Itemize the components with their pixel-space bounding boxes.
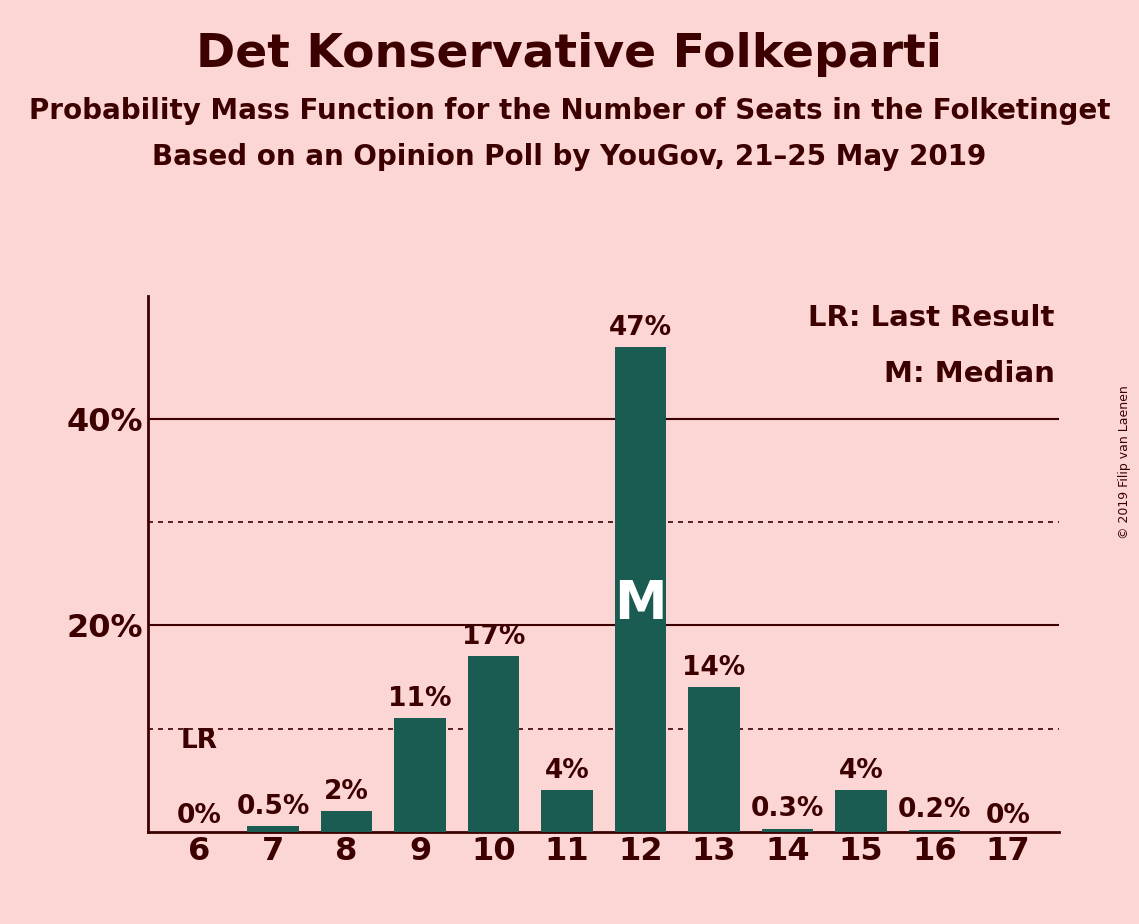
Text: 4%: 4% bbox=[544, 759, 589, 784]
Bar bbox=[468, 656, 519, 832]
Bar bbox=[541, 790, 592, 832]
Text: 11%: 11% bbox=[388, 686, 452, 712]
Text: 2%: 2% bbox=[323, 779, 369, 805]
Bar bbox=[835, 790, 886, 832]
Bar bbox=[615, 347, 666, 832]
Text: 0.2%: 0.2% bbox=[898, 797, 972, 823]
Text: 0.3%: 0.3% bbox=[751, 796, 825, 822]
Text: Based on an Opinion Poll by YouGov, 21–25 May 2019: Based on an Opinion Poll by YouGov, 21–2… bbox=[153, 143, 986, 171]
Text: 0.5%: 0.5% bbox=[236, 795, 310, 821]
Bar bbox=[688, 687, 739, 832]
Text: 47%: 47% bbox=[609, 315, 672, 341]
Text: 17%: 17% bbox=[461, 625, 525, 650]
Text: 4%: 4% bbox=[838, 759, 883, 784]
Bar bbox=[247, 826, 298, 832]
Bar bbox=[394, 718, 445, 832]
Text: © 2019 Filip van Laenen: © 2019 Filip van Laenen bbox=[1118, 385, 1131, 539]
Text: LR: LR bbox=[181, 728, 218, 754]
Bar bbox=[321, 811, 372, 832]
Text: 0%: 0% bbox=[985, 803, 1031, 829]
Text: Probability Mass Function for the Number of Seats in the Folketinget: Probability Mass Function for the Number… bbox=[28, 97, 1111, 125]
Text: M: M bbox=[614, 578, 666, 630]
Bar bbox=[909, 830, 960, 832]
Text: Det Konservative Folkeparti: Det Konservative Folkeparti bbox=[197, 32, 942, 78]
Text: M: Median: M: Median bbox=[884, 360, 1055, 388]
Text: 14%: 14% bbox=[682, 655, 746, 681]
Text: 0%: 0% bbox=[177, 803, 222, 829]
Text: LR: Last Result: LR: Last Result bbox=[809, 304, 1055, 332]
Bar bbox=[762, 829, 813, 832]
